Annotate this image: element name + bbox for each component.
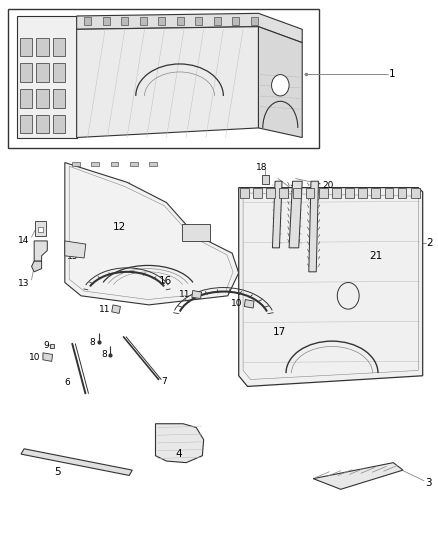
Bar xyxy=(121,17,128,25)
Polygon shape xyxy=(313,463,403,489)
Bar xyxy=(84,17,91,25)
Circle shape xyxy=(272,75,289,96)
Bar xyxy=(251,17,258,25)
Bar xyxy=(182,224,210,241)
Text: 6: 6 xyxy=(64,378,70,386)
Polygon shape xyxy=(112,305,120,313)
Bar xyxy=(53,89,65,108)
Polygon shape xyxy=(155,424,204,463)
Bar xyxy=(53,115,65,133)
Bar xyxy=(36,115,49,133)
Text: 5: 5 xyxy=(54,467,61,477)
Text: 13: 13 xyxy=(18,279,30,288)
Polygon shape xyxy=(289,181,302,248)
Polygon shape xyxy=(77,27,258,138)
Bar xyxy=(332,188,341,198)
Bar xyxy=(306,188,314,198)
Text: 18: 18 xyxy=(256,164,268,172)
Polygon shape xyxy=(65,163,239,305)
Text: 19: 19 xyxy=(290,185,302,193)
Polygon shape xyxy=(309,181,318,272)
Bar xyxy=(371,188,380,198)
Polygon shape xyxy=(43,353,53,361)
Bar xyxy=(195,17,202,25)
Bar xyxy=(262,175,269,184)
Text: 21: 21 xyxy=(369,251,382,261)
Polygon shape xyxy=(65,241,86,258)
Polygon shape xyxy=(258,27,302,138)
Text: 10: 10 xyxy=(29,353,40,361)
Text: 12: 12 xyxy=(113,222,126,231)
Bar xyxy=(53,63,65,82)
Text: 8: 8 xyxy=(90,338,95,346)
Bar xyxy=(35,221,46,236)
Bar xyxy=(140,17,147,25)
Bar xyxy=(92,162,99,166)
Text: 7: 7 xyxy=(161,377,167,385)
Text: 1: 1 xyxy=(389,69,396,78)
Text: 14: 14 xyxy=(18,237,30,245)
Polygon shape xyxy=(34,241,47,261)
Polygon shape xyxy=(244,300,254,308)
Bar xyxy=(385,188,393,198)
Bar xyxy=(398,188,406,198)
Text: 2: 2 xyxy=(427,238,433,247)
Bar xyxy=(72,162,80,166)
Bar xyxy=(149,162,157,166)
Bar xyxy=(36,63,49,82)
Polygon shape xyxy=(17,16,77,138)
Bar xyxy=(240,188,249,198)
Bar xyxy=(319,188,328,198)
Text: 17: 17 xyxy=(272,327,286,336)
Bar xyxy=(53,38,65,56)
Bar xyxy=(279,188,288,198)
Bar xyxy=(36,38,49,56)
Bar xyxy=(232,17,239,25)
Text: 3: 3 xyxy=(425,479,431,488)
Bar xyxy=(158,17,165,25)
Bar xyxy=(293,188,301,198)
Bar xyxy=(20,38,32,56)
Text: 9: 9 xyxy=(43,341,49,350)
Polygon shape xyxy=(21,449,132,475)
Bar xyxy=(345,188,354,198)
Text: 11: 11 xyxy=(99,305,110,313)
Bar xyxy=(130,162,138,166)
Polygon shape xyxy=(272,181,282,248)
Text: 16: 16 xyxy=(159,277,172,286)
Bar xyxy=(20,115,32,133)
Bar xyxy=(38,227,43,232)
Bar xyxy=(177,17,184,25)
Polygon shape xyxy=(192,290,201,298)
Polygon shape xyxy=(77,13,302,43)
Bar xyxy=(411,188,420,198)
Bar xyxy=(102,17,110,25)
Circle shape xyxy=(337,282,359,309)
Text: 10: 10 xyxy=(231,300,243,308)
Text: 4: 4 xyxy=(175,449,182,459)
Bar xyxy=(253,188,262,198)
Bar xyxy=(36,89,49,108)
Bar xyxy=(110,162,118,166)
Polygon shape xyxy=(32,261,42,272)
Bar xyxy=(214,17,221,25)
Text: 8: 8 xyxy=(102,351,107,359)
Text: 11: 11 xyxy=(179,290,191,298)
Bar xyxy=(20,89,32,108)
Polygon shape xyxy=(239,188,423,386)
Text: 15: 15 xyxy=(67,253,78,261)
Bar xyxy=(266,188,275,198)
Bar xyxy=(20,63,32,82)
Bar xyxy=(358,188,367,198)
Text: 20: 20 xyxy=(322,181,333,190)
Bar xyxy=(8,9,319,148)
